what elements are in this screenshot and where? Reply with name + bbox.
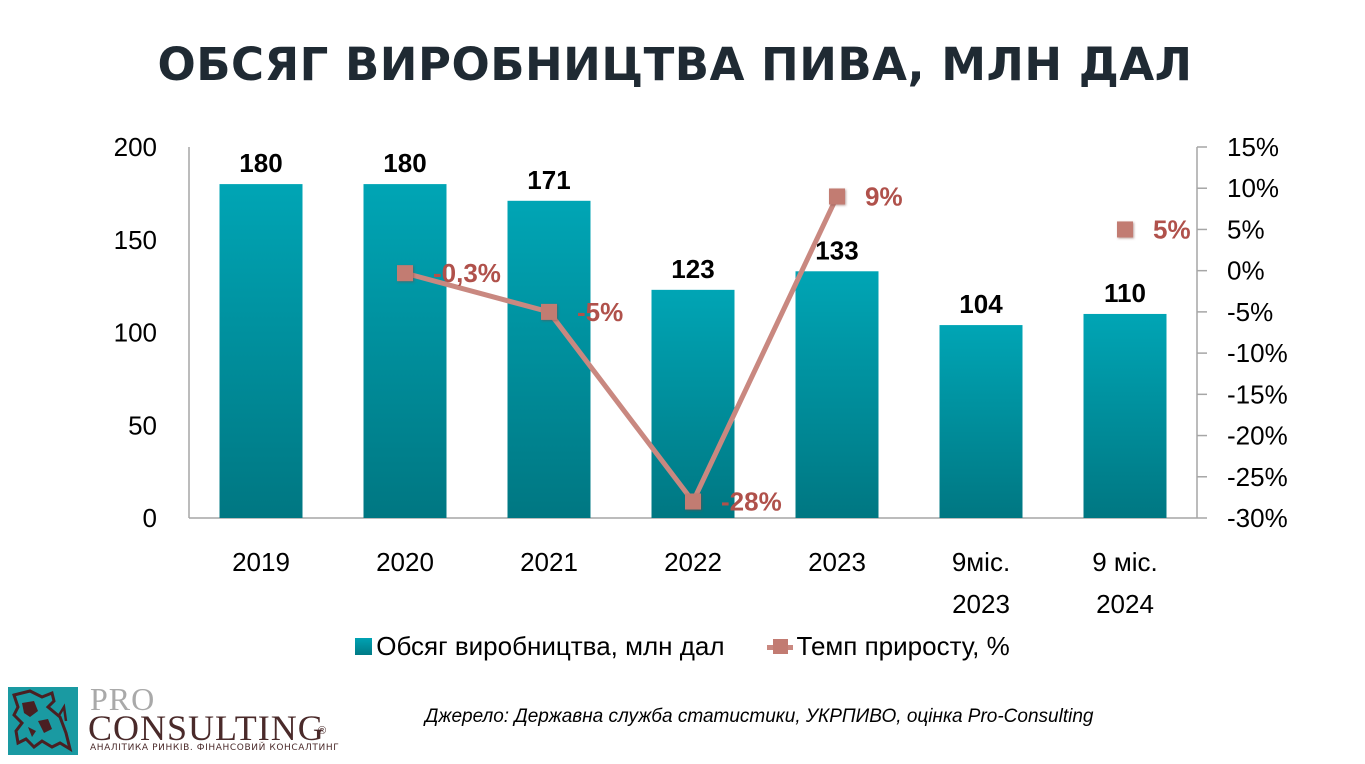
left-axis-tick-label: 0 — [143, 503, 157, 533]
left-axis-tick-label: 50 — [128, 410, 157, 440]
bar-value-label: 180 — [383, 148, 426, 178]
right-axis-tick-label: 0% — [1227, 256, 1265, 286]
x-axis-label: 2020 — [376, 547, 434, 577]
bars — [219, 184, 1167, 519]
legend-label-growth: Темп приросту, % — [796, 631, 1010, 661]
x-axis-label: 2019 — [232, 547, 290, 577]
rhino-logo-icon — [8, 687, 78, 755]
growth-marker — [1117, 221, 1133, 238]
bar-value-label: 110 — [1104, 278, 1146, 308]
bar-value-label: 133 — [815, 235, 858, 265]
legend-item-growth[interactable]: Темп приросту, % — [766, 631, 1010, 662]
growth-value-label: -0,3% — [433, 258, 501, 288]
left-axis-tick-label: 100 — [114, 318, 157, 348]
bar — [651, 289, 735, 518]
pro-consulting-logo: PRO CONSULTING ® АНАЛІТИКА РИНКІВ. ФІНАН… — [8, 681, 348, 757]
legend-item-volume[interactable]: Обсяг виробництва, млн дал — [355, 631, 725, 662]
x-axis-label: 2024 — [1096, 589, 1154, 619]
x-axis-label: 9 міс. — [1092, 547, 1158, 577]
bar — [939, 325, 1023, 518]
bar — [363, 184, 447, 518]
right-axis-tick-label: -20% — [1227, 421, 1288, 451]
growth-line-path — [404, 195, 840, 505]
growth-value-label: 5% — [1153, 214, 1191, 244]
bar-value-label: 180 — [239, 148, 282, 178]
x-axis-label: 2023 — [952, 589, 1010, 619]
bar-labels: 180 180 171 123 133 104 110 — [239, 148, 1146, 319]
right-axis-tick-label: -10% — [1227, 338, 1288, 368]
growth-labels: -0,3% -5% -28% 9% 5% — [433, 181, 1191, 516]
right-axis-tick-label: -15% — [1227, 379, 1288, 409]
growth-marker — [541, 303, 557, 320]
growth-value-label: -28% — [721, 487, 782, 517]
legend: Обсяг виробництва, млн дал Темп приросту… — [0, 631, 1365, 662]
x-axis-labels: 2019 2020 2021 2022 2023 9міс. 2023 9 міс. 2024 — [232, 547, 1158, 619]
left-axis-tick-label: 150 — [114, 225, 157, 255]
right-axis-tick-label: 10% — [1227, 173, 1279, 203]
logo-registered-mark: ® — [318, 725, 327, 737]
axes: 050100150200-30%-25%-20%-15%-10%-5%0%5%1… — [114, 132, 1288, 533]
right-axis-tick-label: 5% — [1227, 214, 1265, 244]
bar-value-label: 104 — [959, 289, 1003, 319]
bar-value-label: 123 — [671, 254, 714, 284]
bar-value-label: 171 — [527, 165, 570, 195]
bar — [507, 200, 591, 519]
growth-value-label: -5% — [577, 297, 623, 327]
bar — [219, 184, 303, 518]
source-note: Джерело: Державна служба статистики, УКР… — [425, 706, 1094, 727]
right-axis-tick-label: 15% — [1227, 132, 1279, 162]
logo-tagline: АНАЛІТИКА РИНКІВ. ФІНАНСОВИЙ КОНСАЛТИНГ — [90, 743, 340, 753]
legend-swatch-line — [766, 638, 793, 655]
legend-swatch-bar — [355, 638, 373, 655]
right-axis-tick-label: -5% — [1227, 297, 1273, 327]
right-axis-tick-label: -25% — [1227, 462, 1288, 492]
logo-consulting-text: CONSULTING — [88, 708, 325, 748]
growth-marker — [397, 265, 413, 282]
x-axis-label: 2023 — [808, 547, 866, 577]
right-axis-tick-label: -30% — [1227, 503, 1288, 533]
growth-marker — [685, 493, 701, 510]
legend-label-volume: Обсяг виробництва, млн дал — [376, 631, 725, 661]
growth-line — [397, 188, 1133, 510]
bar — [1083, 313, 1167, 518]
logo-pro-text: PRO — [90, 681, 156, 717]
growth-value-label: 9% — [865, 181, 903, 211]
bar — [795, 271, 879, 518]
x-axis-label: 9міс. — [952, 547, 1010, 577]
chart-title: ОБСЯГ ВИРОБНИЦТВА ПИВА, МЛН ДАЛ — [157, 38, 1193, 91]
x-axis-label: 2022 — [664, 547, 722, 577]
x-axis-label: 2021 — [520, 547, 578, 577]
left-axis-tick-label: 200 — [114, 132, 157, 162]
growth-marker — [829, 188, 845, 205]
